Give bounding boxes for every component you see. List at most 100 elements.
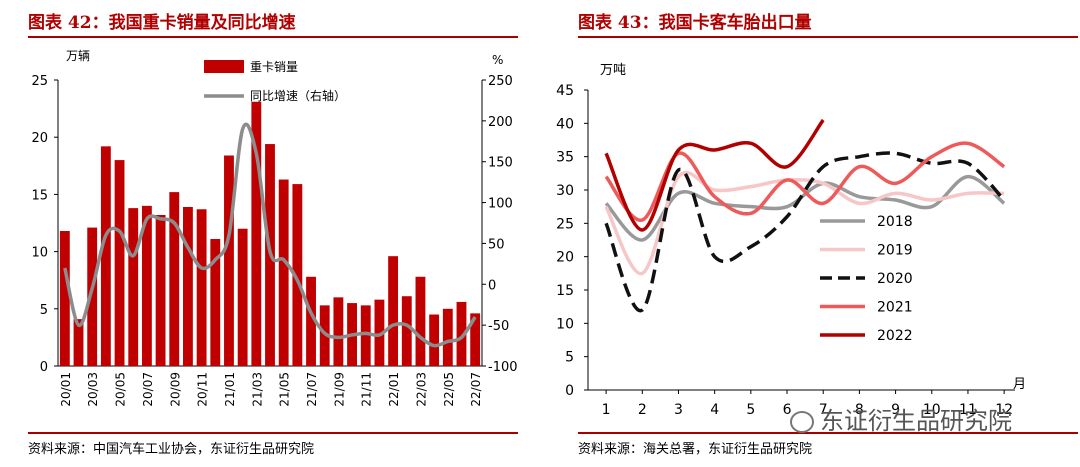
x-tick-label: 20/11 [196, 372, 210, 407]
right-title-rule [578, 36, 1078, 38]
x-tick-label: 20/01 [59, 372, 73, 407]
x-tick-label: 21/11 [360, 372, 374, 407]
bar-20/04 [100, 146, 111, 366]
y2-tick-label: -100 [488, 360, 518, 375]
x-tick-label: 21/05 [278, 372, 292, 407]
bar-21/05 [278, 179, 289, 366]
bar-21/06 [292, 184, 303, 366]
y-tick-label: 20 [556, 250, 574, 266]
x-tick-label: 8 [855, 402, 864, 418]
bar-20/02 [73, 319, 84, 366]
legend-label-2020: 2020 [877, 271, 913, 287]
y-tick-label: 45 [556, 83, 574, 99]
y-tick-label: 0 [40, 360, 48, 375]
legend-label-2018: 2018 [877, 214, 913, 230]
x-tick-label: 11 [959, 402, 977, 418]
y2-tick-label: 200 [488, 115, 513, 130]
bar-20/07 [141, 205, 152, 366]
y2-tick-label: 250 [488, 74, 513, 89]
bar-20/10 [183, 206, 193, 366]
left-chart-source: 资料来源：中国汽车工业协会，东证衍生品研究院 [28, 442, 315, 457]
bar-22/07 [470, 313, 481, 366]
bar-21/09 [333, 297, 344, 366]
x-tick-label: 20/05 [114, 372, 128, 407]
y2-axis-unit: % [492, 53, 503, 67]
y-tick-label: 15 [31, 188, 48, 203]
bar-21/11 [360, 305, 371, 366]
y-tick-label: 30 [556, 183, 574, 199]
bar-20/09 [169, 192, 180, 366]
y-axis-unit: 万辆 [66, 49, 90, 63]
x-tick-label: 22/01 [387, 372, 401, 407]
bar-20/12 [210, 239, 221, 366]
bar-20/08 [155, 214, 166, 366]
left-chart-title: 图表 42：我国重卡销量及同比增速 [28, 13, 296, 33]
x-tick-label: 6 [783, 402, 792, 418]
yoy-growth-line [63, 122, 477, 348]
legend-line-label: 同比增速（右轴） [250, 88, 346, 103]
y2-tick-label: 150 [488, 156, 513, 171]
y-tick-label: 35 [556, 150, 574, 166]
x-tick-label: 5 [746, 402, 755, 418]
x-tick-label: 21/01 [223, 372, 237, 407]
x-tick-label: 22/07 [469, 372, 483, 407]
y2-tick-label: 50 [488, 237, 505, 252]
bar-22/04 [429, 314, 440, 366]
bar-21/07 [306, 276, 316, 366]
bar-21/03 [251, 101, 262, 367]
x-tick-label: 4 [710, 402, 719, 418]
y2-tick-label: -50 [488, 319, 509, 334]
series-line-2022 [604, 118, 825, 232]
bar-20/05 [114, 160, 125, 366]
x-tick-label: 22/05 [442, 372, 456, 407]
left-title-rule [28, 36, 518, 38]
y-tick-label: 25 [556, 216, 574, 232]
bar-22/06 [456, 301, 467, 366]
y-tick-label: 10 [556, 316, 574, 332]
legend-bar-label: 重卡销量 [250, 60, 298, 74]
y-tick-label: 5 [565, 350, 574, 366]
y-axis-unit: 万吨 [600, 63, 626, 78]
right-chart-source: 资料来源：海关总署，东证衍生品研究院 [578, 442, 813, 457]
x-tick-label: 20/09 [168, 372, 182, 407]
x-tick-label: 12 [995, 402, 1013, 418]
x-tick-label: 20/03 [86, 372, 100, 407]
bar-20/01 [59, 231, 70, 366]
y-tick-label: 40 [556, 116, 574, 132]
wechat-icon [790, 411, 814, 433]
bar-21/12 [374, 299, 385, 366]
x-tick-label: 10 [923, 402, 941, 418]
watermark: 东证衍生品研究院 [790, 401, 1012, 436]
left-chart-panel: 图表 42：我国重卡销量及同比增速 0 5 10 15 20 25 -100 -50 0 50 10… [0, 0, 530, 467]
right-source-rule [578, 432, 1078, 434]
right-chart-title: 图表 43：我国卡客车胎出口量 [578, 13, 812, 33]
legend-bar-swatch [204, 60, 244, 73]
watermark-text: 东证衍生品研究院 [820, 407, 1012, 435]
x-tick-label: 21/07 [305, 372, 319, 407]
bar-22/03 [415, 276, 426, 366]
y-tick-label: 5 [40, 303, 48, 318]
x-tick-label: 22/03 [414, 372, 428, 407]
bar-22/02 [401, 296, 412, 366]
y-tick-label: 20 [31, 131, 48, 146]
x-axis-unit: 月 [1013, 377, 1026, 392]
y-tick-label: 15 [556, 283, 574, 299]
bar-20/03 [87, 227, 98, 366]
sales-chart: 0 5 10 15 20 25 -100 -50 0 50 100 150 200 250 万辆 % 20/01… [31, 49, 518, 407]
x-tick-label: 21/09 [332, 372, 346, 407]
x-tick-label: 7 [819, 402, 828, 418]
bar-21/08 [319, 305, 330, 366]
bar-20/11 [196, 209, 207, 366]
bar-20/06 [128, 208, 139, 366]
x-tick-label: 9 [891, 402, 900, 418]
y-tick-label: 10 [31, 246, 48, 261]
series-line-2020 [604, 151, 1006, 313]
x-tick-label: 2 [638, 402, 647, 418]
right-chart-panel: 图表 43：我国卡客车胎出口量 0 5 10 15 20 25 30 35 40 45 1 2 3 4 5 6… [550, 0, 1080, 467]
legend-label-2022: 2022 [877, 328, 913, 344]
y2-tick-label: 0 [488, 278, 496, 293]
bar-21/01 [224, 155, 234, 366]
y-tick-label: 25 [31, 74, 48, 89]
x-tick-label: 20/07 [141, 372, 155, 407]
